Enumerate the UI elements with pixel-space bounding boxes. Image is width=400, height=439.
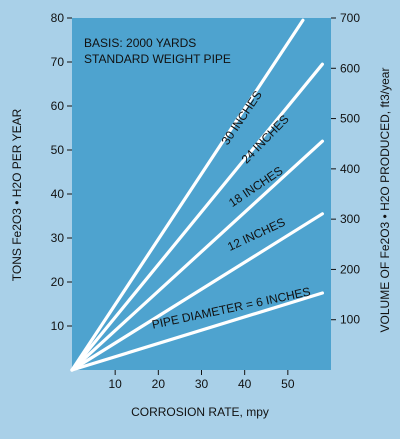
x-tick-label: 10 — [108, 377, 122, 391]
basis-annotation-line-1: BASIS: 2000 YARDS — [84, 36, 196, 50]
series-line-pipe-diameter-6-inches — [70, 291, 324, 372]
x-tick-label: 40 — [238, 377, 252, 391]
ticks-layer: 10 20 30 40 50 10 20 30 40 50 60 70 80 100 200 300 400 50… — [51, 11, 361, 391]
y-left-tick-label: 40 — [51, 187, 65, 201]
y-right-tick-label: 100 — [340, 313, 360, 327]
y-left-tick-label: 80 — [51, 11, 65, 25]
y-axis-label-left: TONS Fe2O3 • H2O PER YEAR — [10, 108, 24, 281]
y-left-tick-label: 30 — [51, 231, 65, 245]
series-line-12-inches — [70, 212, 324, 372]
y-right-tick-label: 300 — [340, 212, 360, 226]
y-right-tick-label: 400 — [340, 162, 360, 176]
y-right-tick-label: 200 — [340, 262, 360, 276]
y-right-tick-label: 600 — [340, 61, 360, 75]
basis-annotation-line-2: STANDARD WEIGHT PIPE — [84, 52, 231, 66]
series-line-30-inches — [70, 18, 305, 372]
y-left-tick-label: 10 — [51, 319, 65, 333]
series-line-18-inches — [70, 139, 324, 372]
x-tick-label: 20 — [152, 377, 166, 391]
y-left-tick-label: 20 — [51, 275, 65, 289]
series-line-24-inches — [70, 62, 324, 372]
y-right-tick-label: 500 — [340, 112, 360, 126]
y-left-tick-label: 50 — [51, 143, 65, 157]
x-axis-label: CORROSION RATE, mpy — [131, 405, 269, 419]
plot-area — [72, 18, 331, 370]
series-layer — [70, 18, 324, 372]
y-axis-label-right: VOLUME OF Fe2O3 • H2O PRODUCED, ft3/year — [378, 68, 392, 333]
y-left-tick-label: 60 — [51, 99, 65, 113]
x-tick-label: 50 — [281, 377, 295, 391]
y-right-tick-label: 700 — [340, 11, 360, 25]
y-left-tick-label: 70 — [51, 55, 65, 69]
x-tick-label: 30 — [195, 377, 209, 391]
